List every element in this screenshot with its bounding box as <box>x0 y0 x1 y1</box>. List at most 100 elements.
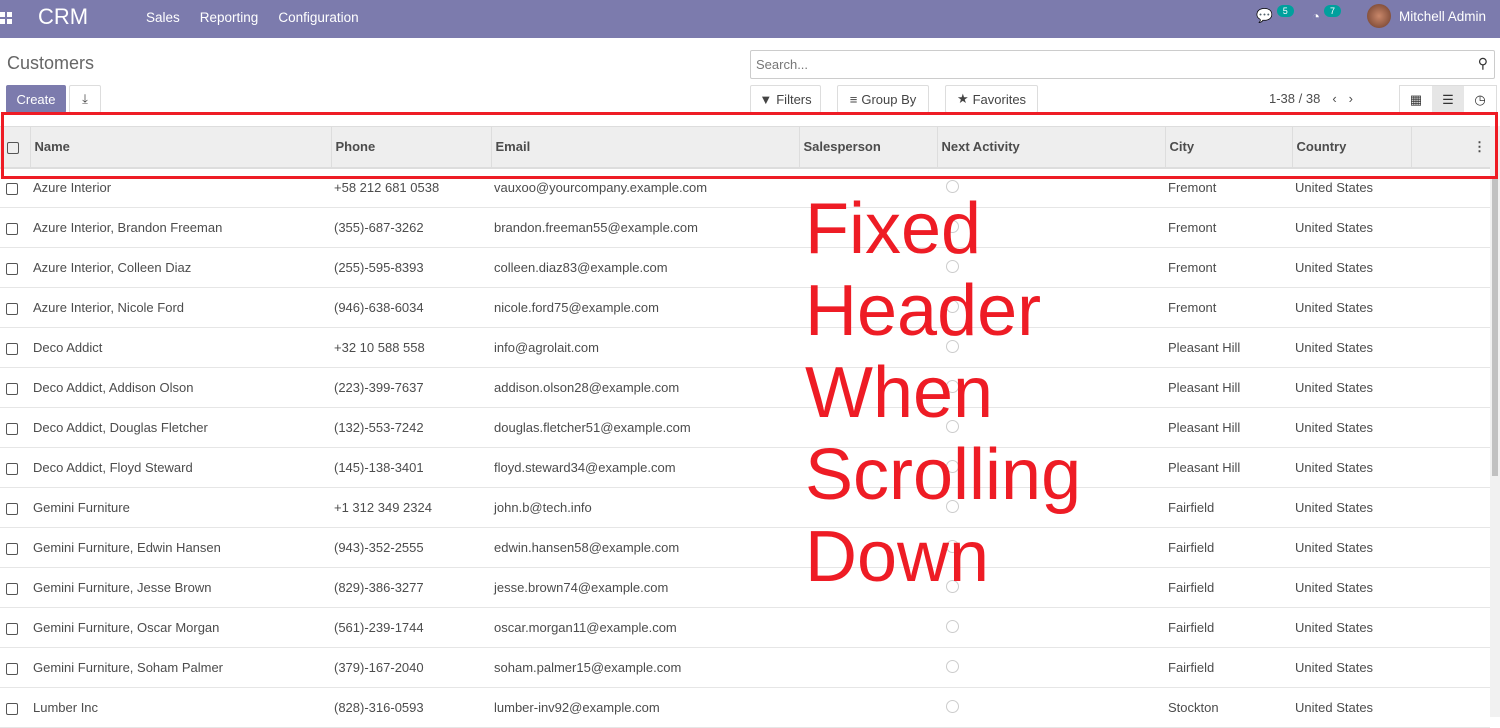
column-phone[interactable]: Phone <box>330 126 491 169</box>
pager-value[interactable]: 1-38 / 38 <box>1269 91 1321 106</box>
search-icon[interactable]: ⚲ <box>1477 55 1488 71</box>
activity-view-icon[interactable]: ◷ <box>1474 92 1486 107</box>
activities-badge: 7 <box>1323 5 1341 17</box>
cell-next-activity[interactable] <box>937 247 1165 288</box>
row-checkbox[interactable] <box>6 222 18 235</box>
menu-sales[interactable]: Sales <box>146 10 180 25</box>
activity-clock-icon[interactable] <box>946 539 959 553</box>
table-row[interactable]: Lumber Inc (828)-316-0593 lumber-inv92@exa… <box>0 687 1490 728</box>
table-row[interactable]: Deco Addict, Addison Olson (223)-399-7637… <box>0 367 1490 408</box>
table-row[interactable]: Gemini Furniture, Jesse Brown (829)-386-3… <box>0 567 1490 608</box>
row-checkbox[interactable] <box>6 262 18 275</box>
download-icon[interactable]: ⤓ <box>69 85 101 113</box>
table-row[interactable]: Azure Interior, Brandon Freeman (355)-687… <box>0 207 1490 248</box>
table-row[interactable]: Gemini Furniture, Soham Palmer (379)-167-… <box>0 647 1490 688</box>
cell-next-activity[interactable] <box>937 527 1165 568</box>
cell-next-activity[interactable] <box>937 407 1165 448</box>
row-checkbox[interactable] <box>6 542 18 555</box>
row-checkbox[interactable] <box>6 182 18 195</box>
cell-phone: (561)-239-1744 <box>331 607 491 648</box>
row-checkbox[interactable] <box>6 342 18 355</box>
kanban-view-icon[interactable]: ▦ <box>1409 92 1423 107</box>
create-button[interactable]: Create <box>6 85 66 113</box>
column-country[interactable]: Country <box>1291 126 1411 169</box>
table-row[interactable]: Azure Interior +58 212 681 0538 vauxoo@you… <box>0 167 1490 208</box>
search-input[interactable]: Search... ⚲ <box>750 50 1495 79</box>
cell-next-activity[interactable] <box>937 327 1165 368</box>
cell-country: United States <box>1292 447 1411 488</box>
table-row[interactable]: Azure Interior, Colleen Diaz (255)-595-83… <box>0 247 1490 288</box>
column-name[interactable]: Name <box>29 126 331 169</box>
scrollbar[interactable] <box>1490 126 1500 717</box>
cell-city: Pleasant Hill <box>1165 447 1292 488</box>
row-checkbox[interactable] <box>6 502 18 515</box>
activity-clock-icon[interactable] <box>946 579 959 593</box>
cell-phone: (379)-167-2040 <box>331 647 491 688</box>
cell-next-activity[interactable] <box>937 167 1165 208</box>
cell-email: oscar.morgan11@example.com <box>491 607 799 648</box>
table-row[interactable]: Gemini Furniture +1 312 349 2324 john.b@te… <box>0 487 1490 528</box>
list-view-icon[interactable]: ☰ <box>1432 86 1464 114</box>
column-salesperson[interactable]: Salesperson <box>798 126 937 169</box>
select-all-checkbox[interactable] <box>7 141 19 154</box>
column-city[interactable]: City <box>1164 126 1292 169</box>
cell-salesperson <box>799 367 937 408</box>
table-row[interactable]: Azure Interior, Nicole Ford (946)-638-603… <box>0 287 1490 328</box>
table-row[interactable]: Gemini Furniture, Edwin Hansen (943)-352-… <box>0 527 1490 568</box>
filters-button[interactable]: ▼ Filters <box>750 85 821 113</box>
activity-clock-icon[interactable] <box>946 499 959 513</box>
cell-next-activity[interactable] <box>937 567 1165 608</box>
menu-configuration[interactable]: Configuration <box>278 10 359 25</box>
table-row[interactable]: Deco Addict +32 10 588 558 info@agrolait.c… <box>0 327 1490 368</box>
activity-clock-icon[interactable] <box>946 219 959 233</box>
group-by-button[interactable]: ≡ Group By <box>837 85 929 113</box>
activity-clock-icon[interactable] <box>946 339 959 353</box>
row-checkbox[interactable] <box>6 302 18 315</box>
row-checkbox[interactable] <box>6 662 18 675</box>
table-row[interactable]: Deco Addict, Douglas Fletcher (132)-553-7… <box>0 407 1490 448</box>
cell-email: info@agrolait.com <box>491 327 799 368</box>
activity-clock-icon[interactable] <box>946 419 959 433</box>
cell-next-activity[interactable] <box>937 287 1165 328</box>
messages-badge: 5 <box>1276 5 1294 17</box>
cell-next-activity[interactable] <box>937 487 1165 528</box>
activity-clock-icon[interactable] <box>946 619 959 633</box>
cell-next-activity[interactable] <box>937 647 1165 688</box>
avatar[interactable] <box>1366 4 1391 28</box>
optional-columns-icon[interactable]: ⋮ <box>1410 126 1490 169</box>
row-checkbox[interactable] <box>6 622 18 635</box>
cell-city: Fremont <box>1165 207 1292 248</box>
cell-next-activity[interactable] <box>937 607 1165 648</box>
table-row[interactable]: Deco Addict, Floyd Steward (145)-138-3401… <box>0 447 1490 488</box>
messages-icon[interactable]: 💬 <box>1255 8 1273 23</box>
row-checkbox[interactable] <box>6 462 18 475</box>
row-checkbox[interactable] <box>6 702 18 715</box>
cell-next-activity[interactable] <box>937 447 1165 488</box>
column-email[interactable]: Email <box>490 126 799 169</box>
activities-icon[interactable]: ◔ <box>1311 8 1320 24</box>
cell-next-activity[interactable] <box>937 687 1165 728</box>
cell-salesperson <box>799 647 937 688</box>
column-next-activity[interactable]: Next Activity <box>936 126 1165 169</box>
favorites-button[interactable]: ★ Favorites <box>945 85 1038 113</box>
row-checkbox[interactable] <box>6 582 18 595</box>
cell-next-activity[interactable] <box>937 367 1165 408</box>
cell-email: vauxoo@yourcompany.example.com <box>491 167 799 208</box>
activity-clock-icon[interactable] <box>946 259 959 273</box>
pager-previous-icon[interactable]: ‹ <box>1332 91 1337 106</box>
activity-clock-icon[interactable] <box>946 699 959 713</box>
activity-clock-icon[interactable] <box>946 659 959 673</box>
activity-clock-icon[interactable] <box>946 379 959 393</box>
row-checkbox[interactable] <box>6 382 18 395</box>
table-row[interactable]: Gemini Furniture, Oscar Morgan (561)-239-… <box>0 607 1490 648</box>
activity-clock-icon[interactable] <box>946 459 959 473</box>
menu-reporting[interactable]: Reporting <box>199 10 259 25</box>
app-brand[interactable]: CRM <box>38 4 89 29</box>
activity-clock-icon[interactable] <box>946 299 959 313</box>
activity-clock-icon[interactable] <box>946 179 959 193</box>
apps-menu-icon[interactable] <box>0 12 12 24</box>
cell-next-activity[interactable] <box>937 207 1165 248</box>
user-menu[interactable]: Mitchell Admin <box>1398 8 1486 24</box>
row-checkbox[interactable] <box>6 422 18 435</box>
pager-next-icon[interactable]: › <box>1348 91 1354 106</box>
